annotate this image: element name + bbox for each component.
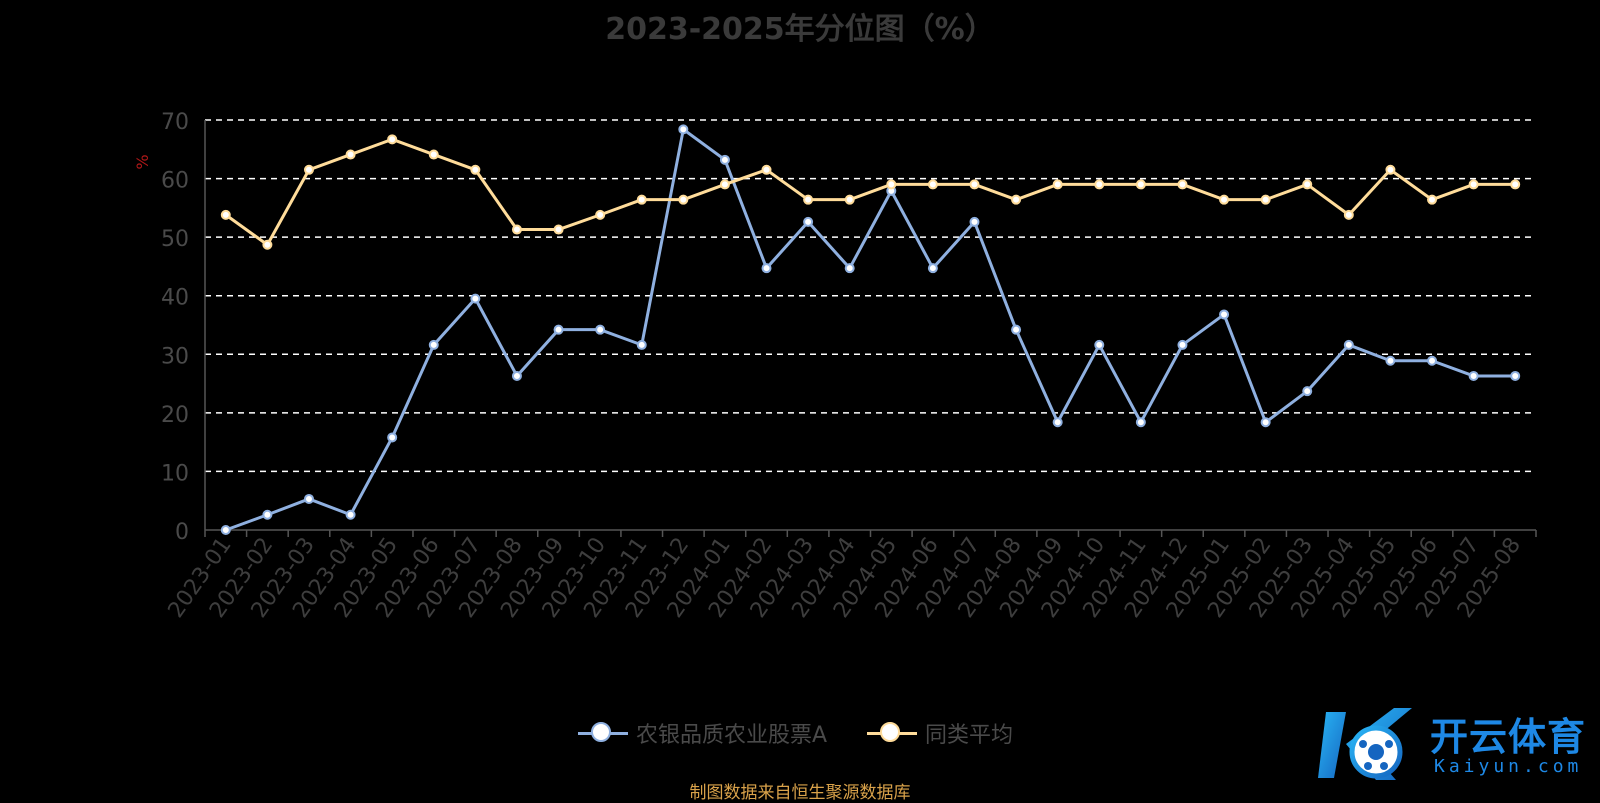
data-point bbox=[678, 194, 689, 205]
data-point bbox=[595, 324, 606, 335]
data-point bbox=[1260, 417, 1271, 428]
data-point bbox=[678, 124, 689, 135]
legend-symbol-icon bbox=[578, 720, 628, 746]
data-point bbox=[844, 194, 855, 205]
series-line bbox=[224, 137, 1516, 247]
series bbox=[220, 124, 1521, 535]
data-point bbox=[803, 216, 814, 227]
watermark-text-en: Kaiyun.com bbox=[1434, 756, 1583, 777]
data-point bbox=[1427, 194, 1438, 205]
axes: 010203040506070%2023-012023-022023-03202… bbox=[133, 110, 1537, 623]
data-point bbox=[761, 263, 772, 274]
data-point bbox=[1385, 355, 1396, 366]
series-line bbox=[225, 127, 1516, 532]
y-tick-label: 70 bbox=[161, 110, 189, 135]
data-point bbox=[719, 154, 730, 165]
data-point bbox=[595, 209, 606, 220]
data-point bbox=[262, 509, 273, 520]
legend-item-series-2[interactable]: 同类平均 bbox=[867, 718, 1013, 748]
data-point bbox=[511, 224, 522, 235]
data-point bbox=[387, 432, 398, 443]
series-1 bbox=[220, 124, 1521, 535]
data-point bbox=[1343, 209, 1354, 220]
data-point bbox=[1052, 417, 1063, 428]
data-point bbox=[1510, 370, 1521, 381]
data-point bbox=[345, 149, 356, 160]
data-point bbox=[1302, 386, 1313, 397]
watermark-text-cn: 开云体育 bbox=[1430, 715, 1587, 759]
data-point bbox=[1260, 194, 1271, 205]
data-point bbox=[1219, 194, 1230, 205]
legend-symbol-icon bbox=[867, 720, 917, 746]
y-tick-label: 60 bbox=[161, 169, 189, 194]
data-point bbox=[387, 134, 398, 145]
data-point bbox=[886, 179, 897, 190]
data-point bbox=[927, 263, 938, 274]
data-point bbox=[345, 509, 356, 520]
data-point bbox=[428, 339, 439, 350]
legend-label: 农银品质农业股票A bbox=[636, 723, 828, 748]
data-point bbox=[1052, 179, 1063, 190]
data-point bbox=[636, 339, 647, 350]
line-chart: 010203040506070%2023-012023-022023-03202… bbox=[133, 110, 1537, 623]
data-point bbox=[428, 149, 439, 160]
data-point bbox=[1011, 324, 1022, 335]
data-point bbox=[220, 209, 231, 220]
y-tick-label: 0 bbox=[175, 520, 189, 545]
data-point bbox=[1177, 339, 1188, 350]
data-point bbox=[1135, 179, 1146, 190]
data-point bbox=[1385, 164, 1396, 175]
data-point bbox=[1094, 339, 1105, 350]
data-point bbox=[636, 194, 647, 205]
data-point bbox=[553, 224, 564, 235]
data-point bbox=[761, 164, 772, 175]
y-tick-label: 10 bbox=[161, 461, 189, 486]
data-point bbox=[1427, 355, 1438, 366]
data-point bbox=[1219, 309, 1230, 320]
kaiyun-logo bbox=[1318, 708, 1412, 780]
data-point bbox=[303, 493, 314, 504]
data-point bbox=[470, 164, 481, 175]
source-note: 制图数据来自恒生聚源数据库 bbox=[689, 783, 911, 803]
chart-title: 2023-2025年分位图（%） bbox=[605, 12, 995, 47]
data-point bbox=[803, 194, 814, 205]
data-point bbox=[553, 324, 564, 335]
data-point bbox=[262, 239, 273, 250]
y-tick-label: 50 bbox=[161, 227, 189, 252]
y-tick-label: 40 bbox=[161, 286, 189, 311]
series-2 bbox=[220, 134, 1521, 250]
y-tick-label: 20 bbox=[161, 403, 189, 428]
data-point bbox=[969, 179, 980, 190]
data-point bbox=[1094, 179, 1105, 190]
data-point bbox=[844, 263, 855, 274]
data-point bbox=[1468, 370, 1479, 381]
data-point bbox=[220, 525, 231, 535]
data-point bbox=[470, 293, 481, 304]
data-point bbox=[1177, 179, 1188, 190]
data-point bbox=[511, 370, 522, 381]
data-point bbox=[969, 216, 980, 227]
data-point bbox=[1468, 179, 1479, 190]
data-point bbox=[1011, 194, 1022, 205]
data-point bbox=[303, 164, 314, 175]
gridlines bbox=[205, 119, 1536, 473]
data-point bbox=[927, 179, 938, 190]
y-axis-label: % bbox=[133, 154, 152, 169]
data-point bbox=[1510, 179, 1521, 190]
data-point bbox=[719, 179, 730, 190]
legend-item-series-1[interactable]: 农银品质农业股票A bbox=[578, 718, 827, 748]
data-point bbox=[1135, 417, 1146, 428]
data-point bbox=[1302, 179, 1313, 190]
y-tick-label: 30 bbox=[161, 344, 189, 369]
legend-label: 同类平均 bbox=[925, 723, 1014, 748]
data-point bbox=[1343, 339, 1354, 350]
